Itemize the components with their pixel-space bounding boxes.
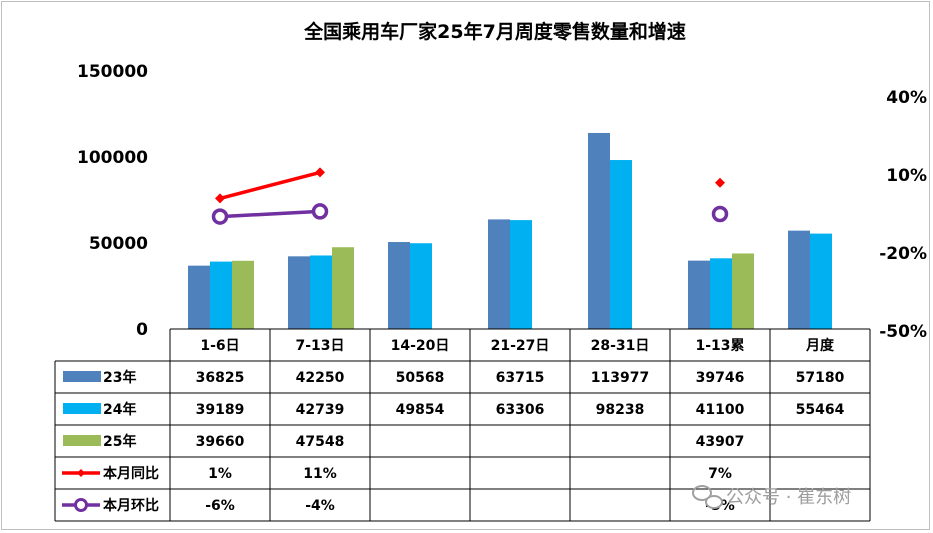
point-本月环比 (211, 208, 229, 225)
legend-marker-本月同比 (77, 469, 85, 477)
data-table: 1-6日 7-13日 14-20日 21-27日 28-31日 1-13累 月度 23年 368… (54, 328, 871, 522)
table-cell: 63306 (496, 402, 545, 418)
category-label: 1-13累 (695, 338, 744, 354)
table-cell: 50568 (396, 370, 445, 386)
table-cell: 11% (303, 466, 337, 482)
bar-25年 (232, 260, 254, 329)
right-axis: -50% -20% 10% 40% (879, 88, 927, 342)
left-axis-tick: 50000 (89, 234, 148, 254)
point-本月环比 (711, 205, 729, 223)
series-line-本月环比 (219, 209, 321, 219)
category-label: 1-6日 (200, 338, 239, 354)
table-cell: 39189 (196, 402, 245, 418)
chart-title: 全国乘用车厂家25年7月周度零售数量和增速 (303, 20, 686, 43)
category-label: 月度 (805, 337, 835, 354)
legend-key-23年 (63, 371, 101, 382)
legend-key-24年 (63, 403, 101, 414)
bar-24年 (310, 255, 332, 329)
bar-23年 (188, 265, 210, 329)
bar-25年 (732, 253, 754, 329)
bar-24年 (810, 233, 832, 329)
table-cell: 98238 (596, 402, 645, 418)
right-axis-tick: -50% (879, 322, 927, 342)
watermark: 公众号 · 崔东树 (692, 485, 851, 509)
bar-23年 (388, 242, 410, 329)
bar-24年 (210, 261, 232, 329)
bar-23年 (588, 132, 610, 329)
table-cell: 49854 (396, 402, 445, 418)
wechat-icon (692, 485, 723, 509)
legend-marker-本月环比 (74, 498, 88, 512)
table-cell: 39746 (696, 370, 745, 386)
bar-23年 (488, 219, 510, 329)
table-cell: 7% (708, 466, 732, 482)
category-label: 14-20日 (391, 338, 450, 354)
right-axis-tick: 40% (886, 88, 927, 108)
point-本月同比 (215, 193, 225, 204)
left-axis-tick: 100000 (77, 148, 148, 168)
category-label: 7-13日 (295, 338, 344, 354)
bar-23年 (288, 256, 310, 329)
right-axis-tick: 10% (886, 166, 927, 186)
table-cell: 113977 (591, 370, 649, 386)
table-cell: 36825 (196, 370, 245, 386)
table-cell: 1% (208, 466, 232, 482)
bar-25年 (332, 247, 354, 329)
legend-label: 本月同比 (103, 465, 159, 482)
table-cell: -6% (205, 498, 235, 514)
bar-24年 (510, 220, 532, 329)
legend-key-25年 (63, 435, 101, 446)
bar-24年 (610, 160, 632, 329)
category-label: 21-27日 (491, 338, 550, 354)
table-cell: 57180 (796, 370, 845, 386)
category-label: 28-31日 (591, 338, 650, 354)
table-cell: 63715 (496, 370, 545, 386)
table-cell: 55464 (796, 402, 845, 418)
point-本月环比 (311, 203, 329, 220)
left-axis: 0 50000 100000 150000 (77, 62, 148, 340)
table-cell: 39660 (196, 434, 245, 450)
bar-23年 (688, 260, 710, 329)
point-本月同比 (315, 167, 325, 178)
left-axis-tick: 0 (136, 320, 148, 340)
table-cell: 47548 (296, 434, 345, 450)
series-line-本月同比 (219, 170, 321, 201)
table-cell: 42250 (296, 370, 345, 386)
legend-label: 本月环比 (103, 497, 159, 514)
left-axis-tick: 150000 (77, 62, 148, 82)
watermark-text: 公众号 · 崔东树 (726, 487, 851, 508)
table-cell: 41100 (696, 402, 745, 418)
table-cell: -4% (305, 498, 335, 514)
right-axis-tick: -20% (879, 244, 927, 264)
line-group (211, 167, 729, 225)
legend-label: 25年 (103, 433, 136, 450)
bar-group (188, 132, 832, 329)
point-本月同比 (715, 177, 725, 188)
legend-label: 24年 (103, 401, 136, 418)
bar-24年 (410, 243, 432, 329)
table-cell: 43907 (696, 434, 745, 450)
bar-24年 (710, 258, 732, 329)
legend-label: 23年 (103, 369, 136, 386)
table-cell: 42739 (296, 402, 345, 418)
bar-23年 (788, 230, 810, 329)
